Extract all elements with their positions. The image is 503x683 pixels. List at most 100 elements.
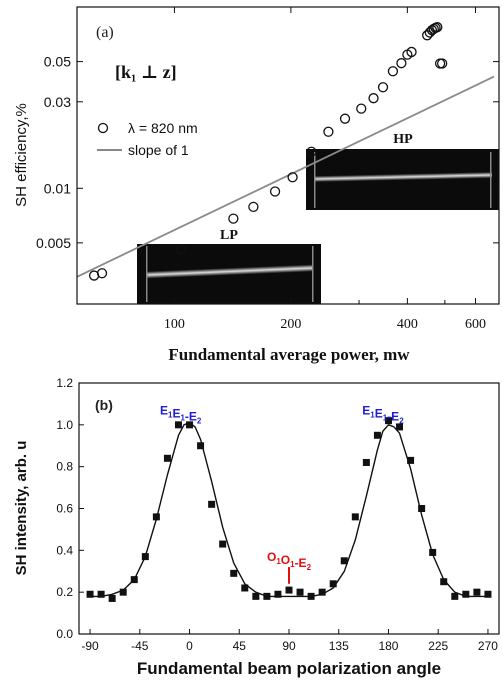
- x-tick-label-a: 400: [397, 317, 418, 332]
- y-tick-label-a: 0.05: [44, 54, 71, 70]
- axes-a-ticks: 100 200 400 600 0.005 0.01 0.03 0.05: [36, 7, 499, 332]
- data-point-b: [263, 592, 271, 600]
- inset-lp: LP: [137, 228, 321, 304]
- data-point-b: [230, 569, 238, 577]
- annotation-subscript: 1: [383, 413, 388, 422]
- inset-hp-label: HP: [393, 132, 413, 147]
- data-point-b: [186, 421, 194, 429]
- y-tick-label-b: 0.4: [56, 543, 73, 557]
- x-tick-label-a: 600: [465, 317, 486, 332]
- orientation-label: [k₁ ⊥ z]: [115, 62, 177, 82]
- data-point-a: [96, 268, 108, 279]
- mode-annotation: E1E1-E2: [362, 403, 404, 425]
- legend-a: λ = 820 nm slope of 1: [97, 120, 198, 158]
- x-tick-label-b: 180: [378, 639, 398, 653]
- x-tick-label-a: 200: [280, 317, 301, 332]
- data-point-a: [368, 93, 379, 104]
- panel-a-label: (a): [96, 24, 114, 41]
- annotation-subscript: 2: [307, 563, 312, 572]
- data-point-a: [406, 46, 417, 58]
- data-point-b: [152, 513, 160, 521]
- data-point-a: [437, 58, 448, 69]
- panel-a: (a) [k₁ ⊥ z] HP LP λ = 820 nm slope of 1: [13, 6, 500, 364]
- inset-hp-left-edge: [314, 152, 316, 208]
- data-point-b: [396, 423, 404, 431]
- data-point-b: [163, 454, 171, 462]
- annotation-letter: O: [281, 553, 290, 567]
- data-point-b: [362, 458, 370, 466]
- panel-b-label: (b): [95, 397, 113, 413]
- annotation-subscript: 1: [290, 560, 295, 569]
- data-point-b: [440, 578, 448, 586]
- data-point-b: [451, 592, 459, 600]
- inset-lp-right-edge: [312, 246, 314, 302]
- annotation-letter: -E: [387, 409, 399, 423]
- data-point-b: [252, 592, 260, 600]
- annotation-subscript: 1: [168, 410, 173, 419]
- data-point-b: [329, 580, 337, 588]
- data-point-b: [86, 590, 94, 598]
- data-point-b: [285, 586, 293, 594]
- slope-line: [76, 75, 495, 278]
- data-point-a: [287, 172, 298, 183]
- annotation-letter: -E: [185, 409, 197, 423]
- inset-hp: HP: [306, 132, 499, 210]
- y-tick-label-a: 0.005: [36, 235, 71, 251]
- data-point-b: [219, 540, 227, 548]
- x-axis-label-b: Fundamental beam polarization angle: [137, 659, 441, 678]
- y-tick-label-b: 1.0: [56, 418, 73, 432]
- legend-label-wavelength: λ = 820 nm: [128, 120, 198, 136]
- data-point-b: [296, 588, 304, 596]
- plot-a-marks: [76, 22, 495, 281]
- data-point-a: [387, 66, 399, 77]
- x-tick-label-b: 225: [428, 639, 448, 653]
- annotation-subscript: 2: [399, 416, 404, 425]
- data-point-b: [373, 431, 381, 439]
- data-point-a: [228, 213, 239, 224]
- annotation-subscript: 1: [276, 557, 281, 566]
- data-point-b: [307, 592, 315, 600]
- data-point-a: [175, 244, 187, 255]
- data-point-b: [462, 590, 470, 598]
- y-tick-label-b: 1.2: [56, 376, 73, 390]
- x-tick-label-b: -90: [81, 639, 99, 653]
- plot-a-frame: [76, 6, 500, 305]
- data-point-b: [473, 588, 481, 596]
- data-point-a: [432, 22, 443, 33]
- x-axis-label-a: Fundamental average power, mw: [168, 345, 410, 364]
- axes-b-ticks: -90 -45 0 45 90 135 180 225 270 0.0 0.2 0.4 0.6 0.8 1.…: [56, 376, 498, 653]
- inset-lp-left-edge: [146, 246, 148, 302]
- data-point-a: [377, 82, 389, 93]
- annotation-subscript: 1: [370, 410, 375, 419]
- x-tick-label-b: 0: [186, 639, 193, 653]
- inset-hp-right-edge: [490, 152, 492, 208]
- data-point-a: [323, 126, 334, 137]
- y-tick-label-b: 0.8: [56, 460, 73, 474]
- data-point-a: [396, 58, 407, 69]
- inset-hp-rod: [313, 171, 493, 183]
- y-tick-label-a: 0.03: [44, 94, 71, 110]
- data-point-b: [384, 417, 392, 425]
- annotation-letter: E: [160, 403, 168, 417]
- annotation-subscript: 2: [197, 416, 202, 425]
- data-point-b: [174, 421, 182, 429]
- y-tick-label-a: 0.01: [44, 180, 71, 196]
- data-point-b: [119, 588, 127, 596]
- annotation-letter: -E: [295, 556, 307, 570]
- mode-annotation: O1O1-E2: [267, 550, 312, 572]
- mode-annotation: E1E1-E2: [160, 403, 202, 425]
- orientation-label-text: [k₁ ⊥ z]: [115, 62, 177, 82]
- x-tick-label-b: -45: [131, 639, 149, 653]
- data-point-b: [208, 500, 216, 508]
- data-point-b: [141, 553, 149, 561]
- data-point-b: [484, 590, 492, 598]
- data-point-b: [351, 513, 359, 521]
- data-point-b: [418, 505, 426, 512]
- annotation-letter: O: [267, 550, 276, 564]
- data-point-b: [241, 584, 249, 592]
- data-point-b: [407, 456, 415, 464]
- fit-curve: [90, 422, 488, 598]
- annotation-letter: E: [172, 406, 180, 420]
